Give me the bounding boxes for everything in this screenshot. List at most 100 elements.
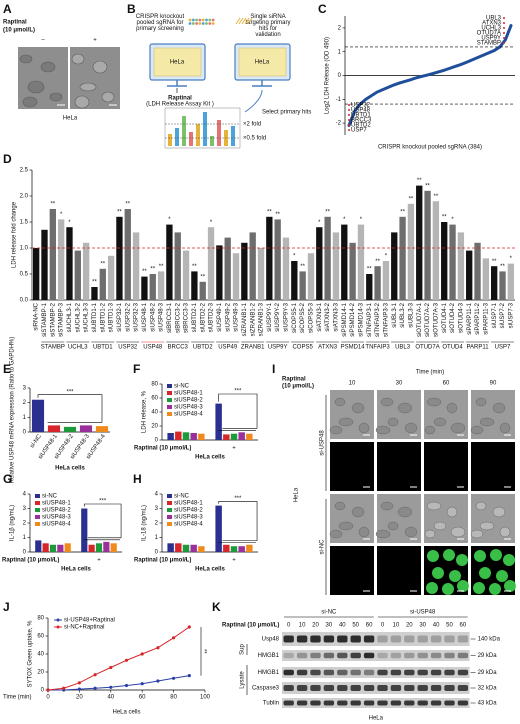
fluorescent-cell: [490, 549, 502, 561]
legend-swatch: [35, 515, 40, 519]
cell: [329, 529, 343, 539]
y-tick-label: 0.0: [20, 298, 29, 304]
band: [337, 635, 348, 643]
y-tick-label: 1.0: [20, 246, 29, 252]
y-axis-label: LDH release, %: [142, 390, 148, 433]
band: [350, 700, 361, 706]
x-tick-label: siPARP11-3: [483, 302, 489, 334]
significance: *: [510, 256, 513, 262]
band: [296, 635, 308, 643]
cell: [358, 526, 370, 538]
y-tick-label: 0: [23, 430, 27, 436]
band: [350, 635, 361, 643]
band: [390, 652, 402, 659]
legend-label: siUSP48-4: [42, 522, 71, 528]
bar: [499, 271, 506, 300]
x-tick-label: siUSP49-1: [217, 302, 223, 331]
x-tick-label: siUSP9Y-3: [284, 302, 290, 331]
x-tick-label: siBRCC3-1: [167, 302, 173, 333]
band: [444, 652, 455, 659]
bar: [282, 237, 290, 300]
significance: ***: [234, 496, 242, 502]
x-tick-label: siOTUD4-3: [458, 302, 464, 333]
screen-bar: [175, 128, 179, 146]
group-label: OTUD7A: [415, 345, 439, 351]
bar: [64, 543, 71, 552]
bar: [95, 426, 109, 432]
band: [377, 635, 388, 643]
top-hit: UBL3: [486, 16, 502, 22]
group-label: STAMBP: [41, 345, 65, 351]
legend-label: si-USP48+Raptinal: [64, 618, 115, 624]
cell: [334, 501, 346, 511]
x-tick-label: siBRCC3-3: [184, 302, 190, 333]
x-tick-label: siPARP11-1: [467, 302, 473, 334]
x-tick-label: siUSP32-2: [125, 302, 131, 331]
sgrna-dot: [198, 22, 202, 25]
legend-label: siUSP48-1: [174, 501, 203, 507]
bar: [224, 237, 231, 300]
cell: [499, 526, 511, 538]
significance: **: [117, 209, 122, 215]
y-tick-label: 2.0: [20, 194, 29, 200]
y-tick-label: 1: [23, 535, 27, 541]
group-label: UBTD2: [193, 345, 213, 351]
data-line: [47, 626, 190, 691]
cell: [492, 402, 506, 414]
band: [377, 652, 388, 659]
sgrna-dot: [211, 22, 215, 25]
group-label: PARP11: [466, 345, 489, 351]
bar: [49, 209, 56, 300]
fraction-label: Lysate: [240, 671, 246, 689]
band: [310, 685, 321, 691]
bar: [230, 433, 238, 440]
legend-label: siUSP48-4: [174, 522, 203, 528]
bar: [324, 216, 331, 300]
cell: [446, 506, 458, 518]
x-axis-label: HeLa cells: [195, 455, 225, 461]
x-tick-label: siTNFAIP3-1: [367, 302, 373, 337]
cell: [492, 506, 506, 518]
select: Select primary hits: [262, 110, 311, 116]
band: [417, 700, 428, 706]
lane-label: 10: [393, 623, 400, 629]
x-tick-label: siOTUD7A-1: [417, 302, 423, 337]
fluorescent-cell: [427, 550, 439, 562]
legend-label: siUSP48-3: [174, 515, 203, 521]
x-tick-label: siUBTD2-2: [200, 302, 206, 332]
significance: *: [318, 220, 321, 226]
band: [430, 635, 442, 643]
bar: [299, 271, 306, 300]
cell: [475, 501, 487, 511]
bar: [110, 543, 117, 552]
sgrna-dot: [191, 22, 195, 25]
legend-label: siUSP48-3: [42, 515, 71, 521]
lane-label: 0: [381, 623, 385, 629]
dish: [238, 47, 287, 77]
hit-dot: [348, 109, 350, 111]
x-tick-label: siOTUD4-2: [450, 302, 456, 333]
y-axis-label: Relative USP48 mRNA expression (Ratio to…: [10, 337, 16, 484]
hit-dot: [348, 114, 350, 116]
hit-dot: [503, 22, 505, 24]
significance: **: [267, 209, 272, 215]
y-tick-label: 3: [155, 506, 159, 512]
lane-label: 10: [299, 623, 306, 629]
group-label: si-USP48: [410, 610, 436, 616]
bar: [223, 434, 230, 440]
y-tick-label: 40: [151, 410, 158, 416]
band: [283, 685, 294, 691]
x-tick-label: -: [52, 558, 54, 564]
cell: [74, 95, 90, 109]
y-axis-label: IL-18 (ng/mL): [142, 505, 148, 541]
x-tick-label: siUSP48-3: [159, 302, 165, 331]
fraction-label: Sup: [240, 644, 246, 655]
treatment-label: Raptinal (10 μmol/L): [134, 446, 191, 452]
significance-bracket: [218, 501, 258, 542]
bar: [41, 229, 48, 300]
group-label: USP9Y: [268, 345, 288, 351]
cell: [404, 422, 418, 434]
fluorescent-cell: [474, 550, 486, 562]
legend-label: siUSP48-1: [42, 501, 71, 507]
bar: [99, 268, 106, 300]
